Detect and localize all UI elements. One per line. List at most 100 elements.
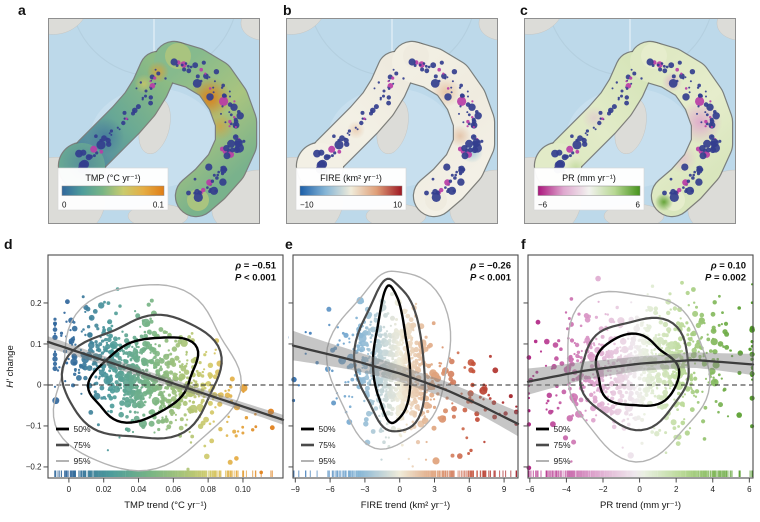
correlation-stats: ρ = −0.51P < 0.001: [234, 261, 276, 284]
y-tick-label: 0: [37, 381, 42, 390]
colorbar-max-label: 6: [636, 201, 641, 210]
x-tick-label: −4: [562, 485, 572, 494]
contour-50%: [594, 332, 681, 407]
rug-strip: [528, 470, 753, 477]
map-border: [524, 18, 736, 224]
x-tick-label: 0.08: [200, 485, 216, 494]
legend-label: 95%: [319, 456, 336, 466]
density-contours: [325, 270, 452, 450]
y-axis: [523, 302, 528, 468]
colorbar-max-label: 0.1: [153, 201, 165, 210]
stat-line: P = 0.002: [705, 273, 746, 284]
x-tick-label: −6: [525, 485, 535, 494]
colorbar-min-label: −10: [300, 201, 314, 210]
legend-label: 75%: [319, 440, 336, 450]
colorbar: PR (mm yr⁻¹) −6 6: [533, 167, 645, 211]
contour-50%: [86, 336, 200, 424]
x-tick-label: 6: [747, 485, 752, 494]
colorbar: TMP (°C yr⁻¹) 0 0.1: [57, 167, 169, 211]
x-tick-label: 0: [397, 485, 402, 494]
contour-50%: [371, 284, 412, 425]
stat-line: P < 0.001: [235, 273, 277, 284]
y-axis-title: H′ change: [5, 345, 16, 387]
trend-hotspot-patches: [566, 72, 722, 211]
panel-label-d: d: [4, 236, 13, 252]
rug-strip: [292, 470, 517, 477]
stat-line: ρ = 0.10: [710, 261, 746, 272]
colorbar-min-label: 0: [62, 201, 67, 210]
panel-label-b: b: [283, 2, 292, 18]
x-tick-label: 2: [674, 485, 679, 494]
scatter-panel-fire: −9 −6 −3 0 3 6 9 FIRE trend (km² yr⁻¹) 50% 75% 95%…: [288, 254, 520, 511]
x-axis: −9 −6 −3 0 3 6 9 FIRE trend (km² yr⁻¹): [291, 478, 507, 511]
contour-95%: [325, 270, 452, 450]
regression-line: [526, 358, 755, 383]
y-tick-label: 0.1: [30, 340, 42, 349]
panel-label-f: f: [521, 236, 526, 252]
map-border: [48, 18, 260, 224]
site-dots: [551, 58, 722, 202]
map-border: [286, 18, 498, 224]
x-tick-label: −6: [326, 485, 336, 494]
x-axis: 0 0.02 0.04 0.06 0.08 0.10 TMP trend (°C yr⁻¹): [67, 478, 251, 511]
stat-line: P < 0.001: [470, 273, 512, 284]
x-tick-label: 0.04: [131, 485, 147, 494]
colorbar-title: TMP (°C yr⁻¹): [85, 173, 140, 183]
x-tick-label: −3: [360, 485, 370, 494]
plot-frame: [527, 254, 754, 479]
contour-95%: [567, 290, 711, 463]
x-tick-label: 9: [502, 485, 507, 494]
scatter-points: [52, 287, 275, 475]
map-panel-pr: PR (mm yr⁻¹) −6 6: [524, 18, 736, 224]
confidence-band: [528, 352, 753, 395]
confidence-band: [293, 330, 518, 437]
panel-label-a: a: [18, 2, 26, 18]
scatter-panel-pr: −6 −4 −2 0 2 4 6 PR trend (mm yr⁻¹) 50% 75% 95% ρ =…: [523, 254, 755, 511]
y-axis: [288, 302, 293, 468]
regression-line: [291, 344, 520, 426]
legend-label: 50%: [74, 424, 91, 434]
site-dots: [75, 58, 246, 202]
contour-legend: 50% 75% 95%: [536, 424, 571, 466]
contour-75%: [60, 313, 223, 440]
y-tick-label: −0.2: [26, 463, 42, 472]
y-axis: −0.2 −0.1 0 0.1 0.2 H′ change: [5, 299, 48, 472]
x-tick-label: −2: [598, 485, 608, 494]
map-panel-fire: FIRE (km² yr⁻¹) −10 10: [286, 18, 498, 224]
contour-legend: 50% 75% 95%: [56, 424, 91, 466]
y-tick-label: 0.2: [30, 299, 42, 308]
legend-label: 75%: [74, 440, 91, 450]
x-tick-label: 0: [67, 485, 72, 494]
legend-label: 95%: [554, 456, 571, 466]
x-tick-label: 4: [711, 485, 716, 494]
x-axis-title: TMP trend (°C yr⁻¹): [124, 500, 207, 511]
x-tick-label: 0.10: [235, 485, 251, 494]
legend-label: 50%: [319, 424, 336, 434]
contour-legend: 50% 75% 95%: [301, 424, 336, 466]
colorbar: FIRE (km² yr⁻¹) −10 10: [295, 167, 407, 211]
plot-frame: [292, 254, 519, 479]
legend-label: 50%: [554, 424, 571, 434]
colorbar-max-label: 10: [393, 201, 402, 210]
x-tick-label: 3: [432, 485, 437, 494]
x-tick-label: 6: [467, 485, 472, 494]
contour-95%: [52, 284, 242, 472]
stat-line: ρ = −0.26: [469, 261, 511, 272]
x-tick-label: −9: [291, 485, 301, 494]
density-contours: [52, 284, 242, 472]
rug-strip: [54, 470, 273, 477]
correlation-stats: ρ = −0.26P < 0.001: [469, 261, 511, 284]
stat-line: ρ = −0.51: [234, 261, 276, 272]
legend-label: 75%: [554, 440, 571, 450]
panel-label-e: e: [285, 236, 293, 252]
regression-line: [46, 340, 285, 421]
colorbar-title: FIRE (km² yr⁻¹): [320, 173, 382, 183]
y-tick-label: −0.1: [26, 422, 42, 431]
map-panel-tmp: TMP (°C yr⁻¹) 0 0.1: [48, 18, 260, 224]
colorbar-title: PR (mm yr⁻¹): [562, 173, 616, 183]
x-axis-title: PR trend (mm yr⁻¹): [600, 500, 681, 511]
panel-label-c: c: [520, 2, 528, 18]
x-tick-label: 0.06: [166, 485, 182, 494]
